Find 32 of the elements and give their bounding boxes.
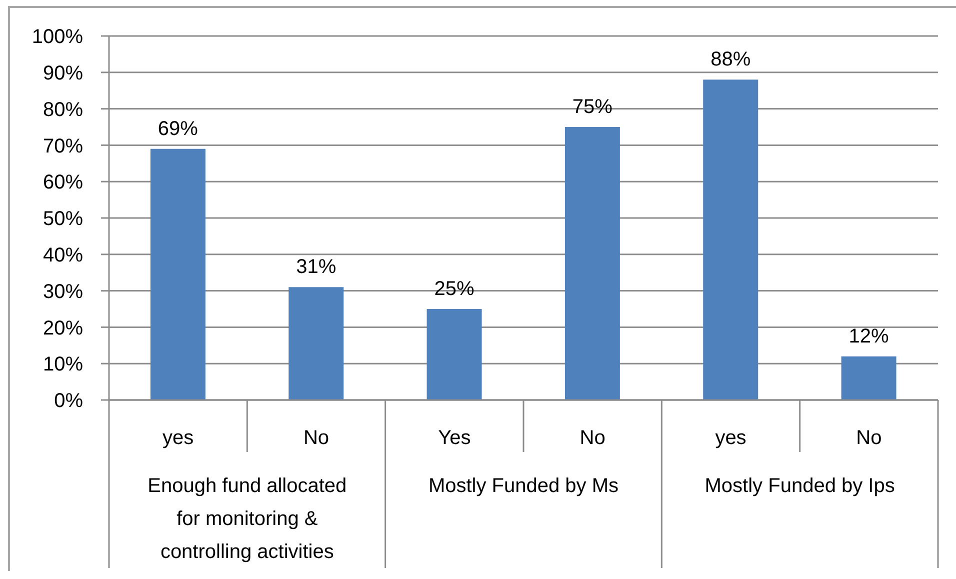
y-tick-label: 50% xyxy=(42,208,84,230)
text: Mostly Funded by Ms xyxy=(428,474,619,499)
data-label: 88% xyxy=(710,48,751,71)
x-tick-label: yes xyxy=(715,427,746,450)
y-tick-label: 10% xyxy=(42,354,84,376)
bar xyxy=(841,356,896,400)
bar xyxy=(150,148,206,400)
data-label: 12% xyxy=(848,325,890,348)
x-tick-label: No xyxy=(856,427,882,450)
y-tick-label: 80% xyxy=(42,98,84,121)
y-tick-label: 20% xyxy=(42,317,84,340)
y-tick-label: 100% xyxy=(32,26,84,48)
text: Mostly Funded by Ips xyxy=(704,474,895,499)
bar xyxy=(703,80,758,400)
data-label: 25% xyxy=(434,278,475,300)
y-tick-label: 90% xyxy=(42,62,84,84)
y-tick-label: 30% xyxy=(42,280,84,303)
bar xyxy=(288,287,344,400)
data-label: 69% xyxy=(158,118,198,140)
y-tick-label: 70% xyxy=(42,135,84,158)
text: Enough fund allocated for monitoring & controlling activities xyxy=(146,474,348,565)
x-tick-label: No xyxy=(580,427,606,450)
x-tick-label: yes xyxy=(162,427,194,450)
bar xyxy=(426,309,482,400)
y-tick-label: 60% xyxy=(42,172,84,194)
data-label: 31% xyxy=(296,256,336,278)
x-tick-label: Yes xyxy=(438,427,471,450)
y-tick-label: 40% xyxy=(42,244,84,266)
x-tick-label: No xyxy=(303,427,330,450)
data-label: 75% xyxy=(572,96,613,118)
y-tick-label: 0% xyxy=(54,390,84,412)
bar xyxy=(564,127,620,400)
